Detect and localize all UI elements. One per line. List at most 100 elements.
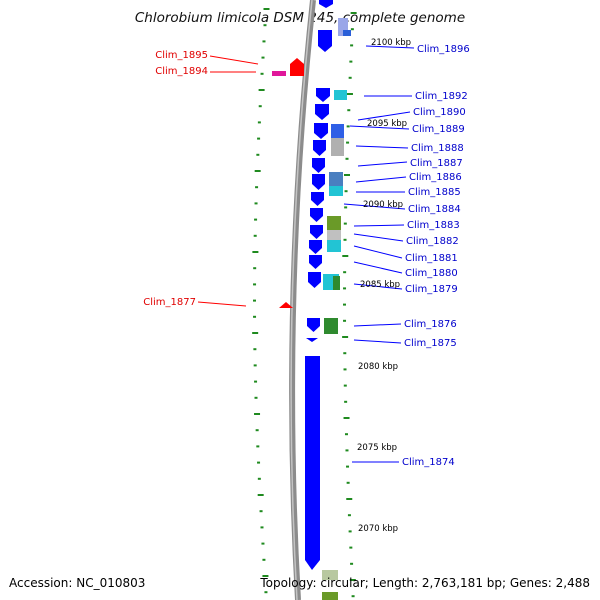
gene-label-clim-1888[interactable]: Clim_1888	[411, 143, 464, 154]
genome-backbone-highlight	[290, 0, 313, 600]
inner-tick-mark	[343, 303, 347, 306]
category-box	[324, 318, 338, 334]
leader-line	[355, 176, 407, 183]
category-box	[333, 276, 340, 290]
inner-tick-mark	[351, 595, 355, 598]
inner-tick-mark	[346, 481, 350, 484]
forward-gene-labels: Clim_1895 Clim_1894 Clim_1877	[143, 50, 208, 308]
scale-label-2085: 2085 kbp	[360, 280, 400, 290]
outer-tick-mark	[253, 283, 257, 286]
reverse-gene-glyph	[308, 272, 321, 288]
outer-tick-mark	[252, 251, 259, 253]
reverse-gene-glyph	[312, 174, 325, 190]
gene-label-clim-1889[interactable]: Clim_1889	[412, 124, 465, 135]
leader-line	[353, 245, 403, 259]
gene-label-clim-1887[interactable]: Clim_1887	[410, 158, 463, 169]
gene-label-clim-1886[interactable]: Clim_1886	[409, 172, 462, 183]
outer-tick-mark	[260, 72, 264, 75]
gene-label-clim-1885[interactable]: Clim_1885	[408, 187, 461, 198]
outer-tick-mark	[256, 445, 260, 448]
gene-label-clim-1879[interactable]: Clim_1879	[405, 284, 458, 295]
outer-tick-mark	[263, 8, 270, 10]
outer-tick-mark	[257, 461, 261, 464]
inner-tick-mark	[349, 579, 356, 581]
inner-tick-mark	[345, 449, 349, 452]
leader-line	[209, 55, 259, 65]
reverse-gene-glyph	[316, 88, 330, 102]
gene-clim-1895-glyph	[290, 58, 304, 76]
outer-tick-mark	[258, 89, 265, 91]
scale-label-2070: 2070 kbp	[358, 524, 398, 534]
inner-tick-mark	[343, 287, 347, 290]
outer-tick-mark	[263, 24, 267, 27]
outer-tick-mark	[264, 591, 268, 594]
gene-label-clim-1882[interactable]: Clim_1882	[406, 236, 459, 247]
gene-label-clim-1892[interactable]: Clim_1892	[415, 91, 468, 102]
reverse-gene-glyph	[319, 0, 333, 8]
scale-label-2100: 2100 kbp	[371, 38, 411, 48]
category-box	[322, 592, 338, 600]
inner-tick-mark	[347, 514, 351, 517]
leader-line	[355, 145, 409, 149]
gene-label-clim-1880[interactable]: Clim_1880	[405, 268, 458, 279]
gene-label-clim-1894[interactable]: Clim_1894	[155, 66, 208, 77]
outer-tick-mark	[257, 477, 261, 480]
inner-tick-mark	[348, 530, 352, 533]
gene-label-clim-1876[interactable]: Clim_1876	[404, 319, 457, 330]
genome-summary-text: Topology: circular; Length: 2,763,181 bp…	[259, 576, 590, 590]
reverse-gene-glyph	[306, 338, 318, 342]
leader-line	[349, 125, 410, 130]
gene-clim-1894-glyph	[272, 71, 286, 76]
inner-tick-mark	[343, 319, 347, 322]
inner-tick-mark	[347, 109, 351, 112]
scale-label-2090: 2090 kbp	[363, 200, 403, 210]
gene-label-clim-1883[interactable]: Clim_1883	[407, 220, 460, 231]
scale-label-2075: 2075 kbp	[357, 443, 397, 453]
leader-line	[343, 203, 406, 210]
outer-tick-mark	[259, 510, 263, 513]
inner-tick-mark	[350, 562, 354, 565]
inner-tick-mark	[344, 206, 348, 209]
outer-tick-mark	[258, 105, 262, 108]
scale-label-2095: 2095 kbp	[367, 119, 407, 129]
outer-tick-mark	[262, 575, 269, 577]
inner-tick-mark	[344, 400, 348, 403]
inner-tick-mark	[343, 238, 347, 241]
outer-tick-column	[252, 8, 270, 594]
outer-tick-mark	[254, 170, 261, 172]
leader-line	[353, 233, 404, 242]
reverse-gene-glyph	[309, 240, 322, 254]
gene-label-clim-1890[interactable]: Clim_1890	[413, 107, 466, 118]
reverse-gene-glyph	[313, 140, 326, 156]
label-leader-lines	[197, 45, 415, 463]
outer-tick-mark	[254, 380, 258, 383]
gene-label-clim-1896[interactable]: Clim_1896	[417, 44, 470, 55]
outer-tick-mark	[253, 267, 257, 270]
gene-label-clim-1881[interactable]: Clim_1881	[405, 253, 458, 264]
outer-tick-mark	[253, 299, 257, 302]
gene-label-clim-1895[interactable]: Clim_1895	[155, 50, 208, 61]
reverse-gene-glyph	[315, 104, 329, 120]
outer-tick-mark	[261, 56, 265, 59]
inner-tick-mark	[343, 368, 347, 371]
leader-line	[197, 301, 247, 307]
outer-tick-mark	[257, 137, 261, 140]
leader-line	[357, 161, 408, 167]
inner-tick-mark	[346, 465, 350, 468]
inner-tick-mark	[343, 384, 347, 387]
leader-line	[353, 283, 403, 290]
inner-tick-mark	[342, 336, 349, 338]
inner-tick-mark	[350, 44, 354, 47]
scale-label-2080: 2080 kbp	[358, 362, 398, 372]
gene-label-clim-1884[interactable]: Clim_1884	[408, 204, 461, 215]
outer-tick-mark	[255, 186, 259, 189]
gene-label-clim-1874[interactable]: Clim_1874	[402, 457, 455, 468]
leader-line	[353, 323, 402, 327]
gene-label-clim-1875[interactable]: Clim_1875	[404, 338, 457, 349]
inner-tick-mark	[349, 546, 353, 549]
reverse-gene-glyph	[307, 318, 320, 332]
gene-label-clim-1877[interactable]: Clim_1877	[143, 297, 196, 308]
inner-tick-mark	[343, 417, 350, 419]
inner-tick-mark	[346, 498, 353, 500]
inner-tick-mark	[349, 60, 353, 63]
